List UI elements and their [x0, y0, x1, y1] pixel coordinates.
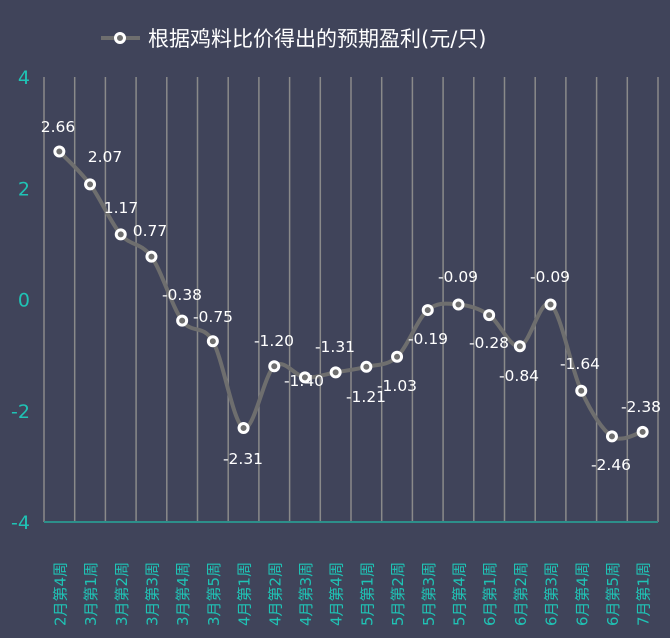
data-label: 1.17 — [104, 199, 139, 217]
data-point — [452, 298, 465, 311]
data-label: 2.07 — [88, 148, 123, 166]
data-point — [145, 250, 158, 263]
x-tick-label: 2月第4周 — [51, 562, 69, 626]
y-tick-label: -2 — [11, 401, 30, 423]
x-tick-label: 4月第1周 — [236, 562, 254, 626]
legend-label: 根据鸡料比价得出的预期盈利(元/只) — [148, 27, 486, 51]
data-label: -1.40 — [284, 372, 324, 390]
x-tick-label: 5月第2周 — [389, 562, 407, 626]
x-tick-label: 5月第3周 — [420, 562, 438, 626]
legend: 根据鸡料比价得出的预期盈利(元/只) — [101, 27, 486, 51]
data-label: -2.31 — [223, 450, 263, 468]
y-tick-label: -4 — [11, 512, 30, 534]
data-point — [206, 335, 219, 348]
data-point — [114, 228, 127, 241]
y-tick-label: 0 — [18, 290, 30, 312]
data-label: -0.75 — [193, 308, 233, 326]
data-label: -2.38 — [621, 398, 661, 416]
x-tick-label: 3月第5周 — [205, 562, 223, 626]
data-label: -0.84 — [499, 367, 539, 385]
data-point — [544, 298, 557, 311]
x-tick-label: 4月第3周 — [297, 562, 315, 626]
x-tick-label: 6月第4周 — [573, 562, 591, 626]
data-label: -1.64 — [560, 355, 600, 373]
x-tick-label: 3月第3周 — [143, 562, 161, 626]
data-label: -1.20 — [254, 332, 294, 350]
x-tick-label: 3月第2周 — [113, 562, 131, 626]
data-point — [329, 366, 342, 379]
data-point — [237, 421, 250, 434]
x-tick-label: 6月第5周 — [604, 562, 622, 626]
x-tick-label: 7月第1周 — [635, 562, 653, 626]
data-label: -0.09 — [530, 268, 570, 286]
data-label: -0.09 — [438, 268, 478, 286]
data-point — [84, 178, 97, 191]
x-tick-label: 5月第1周 — [358, 562, 376, 626]
x-tick-label: 6月第2周 — [512, 562, 530, 626]
data-label: -1.31 — [315, 338, 355, 356]
data-label: -1.03 — [377, 377, 417, 395]
data-label: -0.28 — [469, 334, 509, 352]
legend-marker-icon — [114, 32, 126, 44]
data-point — [421, 304, 434, 317]
data-label: 0.77 — [133, 222, 168, 240]
x-tick-label: 4月第2周 — [266, 562, 284, 626]
data-point — [176, 314, 189, 327]
data-label: -2.46 — [591, 456, 631, 474]
x-tick-label: 4月第4周 — [328, 562, 346, 626]
x-tick-label: 3月第1周 — [82, 562, 100, 626]
x-tick-label: 3月第4周 — [174, 562, 192, 626]
data-point — [605, 430, 618, 443]
data-point — [483, 309, 496, 322]
y-tick-label: 4 — [18, 67, 30, 89]
x-tick-label: 6月第1周 — [481, 562, 499, 626]
x-tick-label: 6月第3周 — [543, 562, 561, 626]
data-label: -1.21 — [346, 388, 386, 406]
data-point — [391, 350, 404, 363]
data-point — [360, 360, 373, 373]
data-point — [513, 340, 526, 353]
data-point — [298, 371, 311, 384]
data-point — [53, 145, 66, 158]
data-label: -0.19 — [408, 330, 448, 348]
y-tick-label: 2 — [18, 178, 30, 200]
data-label: 2.66 — [41, 118, 76, 136]
data-point — [575, 384, 588, 397]
data-point — [268, 360, 281, 373]
data-label: -0.38 — [162, 286, 202, 304]
x-tick-label: 5月第4周 — [450, 562, 468, 626]
data-point — [636, 425, 649, 438]
